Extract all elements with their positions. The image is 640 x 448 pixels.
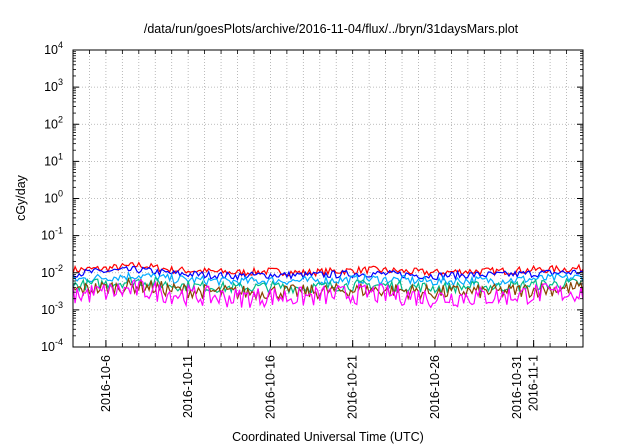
x-tick-label: 2016-10-6 xyxy=(99,355,113,412)
y-tick-label: 10-4 xyxy=(41,337,63,354)
series-line-4 xyxy=(72,276,584,295)
x-tick-label: 2016-11-1 xyxy=(527,355,541,411)
x-tick-label: 2016-10-31 xyxy=(510,355,524,419)
series-line-1 xyxy=(72,261,584,278)
y-tick-label: 10-1 xyxy=(41,226,63,243)
series-line-6 xyxy=(72,278,584,309)
y-tick-label: 10-2 xyxy=(41,263,63,280)
ticks-group xyxy=(73,49,583,348)
x-tick-label: 2016-10-26 xyxy=(428,355,442,419)
y-tick-label: 104 xyxy=(44,40,63,57)
y-axis-label: cGy/day xyxy=(14,174,28,221)
x-tick-label: 2016-10-21 xyxy=(346,355,360,419)
x-tick-label: 2016-10-11 xyxy=(181,355,195,418)
x-tick-label: 2016-10-16 xyxy=(263,355,277,419)
x-axis-label: Coordinated Universal Time (UTC) xyxy=(232,430,424,444)
series-group xyxy=(72,261,584,309)
y-tick-labels: 10-4 10-3 10-2 10-1 100 101 102 103 104 xyxy=(41,40,63,354)
y-tick-label: 102 xyxy=(44,114,63,131)
y-tick-label: 101 xyxy=(44,151,63,168)
y-tick-label: 10-3 xyxy=(41,300,63,317)
y-tick-label: 103 xyxy=(44,77,63,94)
y-tick-label: 100 xyxy=(44,189,63,206)
chart-title: /data/run/goesPlots/archive/2016-11-04/f… xyxy=(144,22,519,36)
series-line-2 xyxy=(72,265,584,282)
x-tick-labels: 2016-10-6 2016-10-11 2016-10-16 2016-10-21 2… xyxy=(99,355,541,419)
